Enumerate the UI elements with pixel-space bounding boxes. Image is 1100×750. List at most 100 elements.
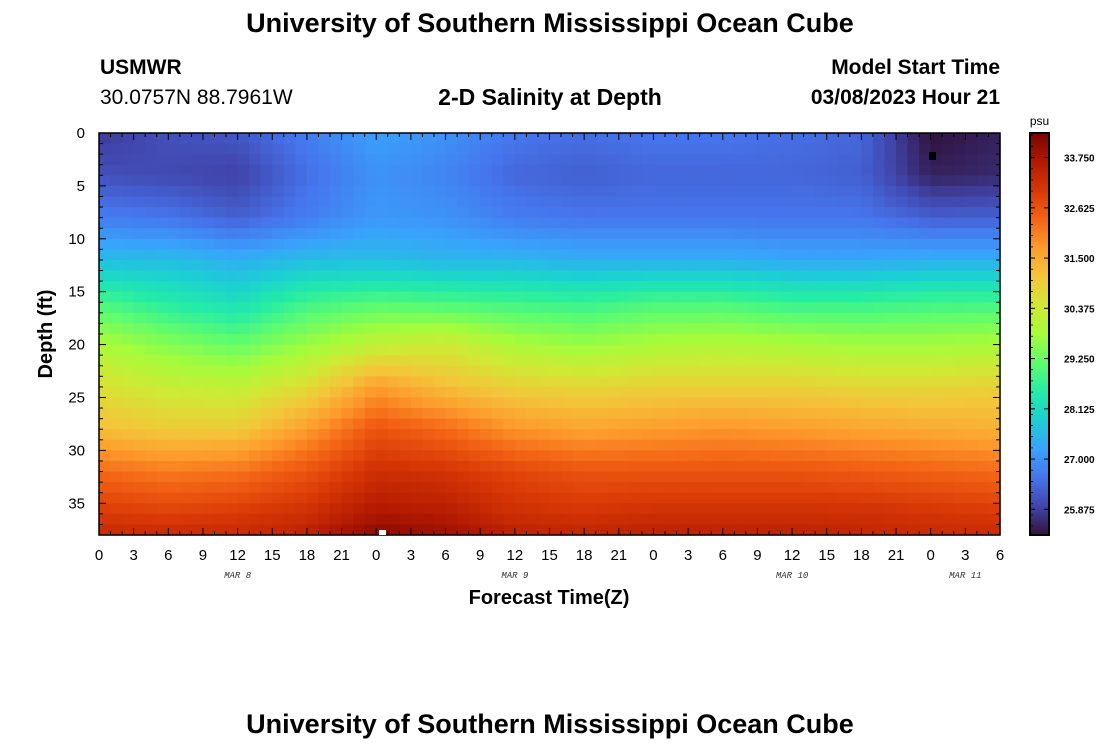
heatmap-cell (572, 334, 585, 346)
heatmap-cell (872, 471, 886, 483)
heatmap-cell (468, 281, 481, 293)
heatmap-cell (976, 291, 990, 303)
heatmap-cell (699, 291, 712, 303)
heatmap-cell (237, 365, 250, 377)
heatmap-cell (330, 471, 343, 483)
heatmap-cell (722, 217, 735, 229)
heatmap-cell (757, 270, 770, 282)
heatmap-cell (907, 439, 920, 451)
heatmap-cell (145, 355, 158, 367)
heatmap-cell (260, 175, 273, 187)
model-start-time: 03/08/2023 Hour 21 (810, 86, 1000, 109)
heatmap-cell (942, 323, 955, 335)
heatmap-cell (214, 270, 227, 282)
heatmap-cell (249, 302, 262, 314)
heatmap-cell (953, 397, 966, 409)
heatmap-cell (122, 355, 135, 367)
heatmap-cell (457, 185, 470, 198)
heatmap-cell (272, 133, 285, 145)
heatmap-cell (826, 524, 839, 536)
heatmap-cell (260, 355, 273, 367)
heatmap-cell (330, 228, 343, 240)
heatmap-cell (526, 408, 539, 420)
heatmap-cell (630, 513, 643, 526)
heatmap-cell (688, 471, 701, 483)
heatmap-cell (468, 238, 481, 250)
heatmap-cell (711, 228, 724, 240)
heatmap-cell (110, 492, 123, 504)
heatmap-cell (214, 249, 227, 261)
heatmap-cell (202, 450, 216, 462)
heatmap-cell (815, 196, 828, 208)
heatmap-cell (561, 439, 574, 451)
heatmap-cell (341, 291, 354, 303)
heatmap-cell (503, 429, 516, 441)
heatmap-cell (896, 154, 909, 166)
heatmap-cell (445, 344, 458, 356)
heatmap-cell (584, 408, 597, 420)
heatmap-cell (399, 397, 412, 409)
heatmap-cell (676, 524, 689, 536)
heatmap-cell (919, 196, 932, 208)
heatmap-cell (457, 503, 470, 515)
heatmap-cell (930, 524, 943, 536)
heatmap-cell (202, 503, 216, 515)
heatmap-cell (861, 175, 874, 187)
heatmap-cell (584, 207, 597, 219)
heatmap-cell (226, 185, 239, 198)
heatmap-cell (976, 164, 990, 176)
heatmap-cell (480, 355, 493, 367)
heatmap-cell (433, 513, 447, 526)
heatmap-cell (849, 471, 862, 483)
heatmap-cell (410, 228, 424, 240)
heatmap-cell (607, 355, 620, 367)
heatmap-cell (665, 408, 678, 420)
heatmap-cell (988, 175, 1001, 187)
heatmap-cell (861, 524, 874, 536)
heatmap-cell (145, 270, 158, 282)
heatmap-cell (249, 249, 262, 261)
heatmap-cell (99, 513, 112, 526)
heatmap-cell (549, 323, 562, 335)
heatmap-cell (237, 291, 250, 303)
heatmap-cell (653, 154, 666, 166)
heatmap-cell (133, 513, 146, 526)
heatmap-cell (387, 207, 400, 219)
heatmap-cell (202, 302, 216, 314)
heatmap-cell (422, 344, 435, 356)
heatmap-cell (988, 270, 1001, 282)
heatmap-cell (110, 133, 123, 145)
heatmap-cell (133, 238, 146, 250)
heatmap-cell (653, 492, 666, 504)
heatmap-cell (168, 217, 181, 229)
heatmap-cell (283, 503, 296, 515)
heatmap-cell (734, 196, 747, 208)
page-title: University of Southern Mississippi Ocean… (246, 8, 854, 38)
heatmap-cell (653, 249, 666, 261)
heatmap-cell (953, 365, 966, 377)
heatmap-cell (595, 207, 608, 219)
heatmap-cell (607, 185, 620, 198)
heatmap-cell (433, 376, 447, 388)
heatmap-cell (930, 238, 943, 250)
heatmap-cell (953, 228, 966, 240)
heatmap-cell (872, 344, 886, 356)
heatmap-cell (399, 143, 412, 155)
heatmap-cell (191, 133, 204, 145)
heatmap-cell (376, 228, 389, 240)
heatmap-cell (757, 323, 770, 335)
heatmap-cell (376, 334, 389, 346)
heatmap-cell (722, 302, 735, 314)
heatmap-cell (272, 376, 285, 388)
heatmap-cell (607, 503, 620, 515)
heatmap-cell (283, 450, 296, 462)
heatmap-cell (491, 143, 504, 155)
heatmap-cell (145, 238, 158, 250)
heatmap-cell (295, 217, 308, 229)
heatmap-cell (976, 408, 990, 420)
heatmap-cell (849, 312, 862, 325)
heatmap-cell (826, 154, 839, 166)
heatmap-cell (653, 270, 666, 282)
heatmap-cell (145, 429, 158, 441)
heatmap-cell (353, 408, 366, 420)
